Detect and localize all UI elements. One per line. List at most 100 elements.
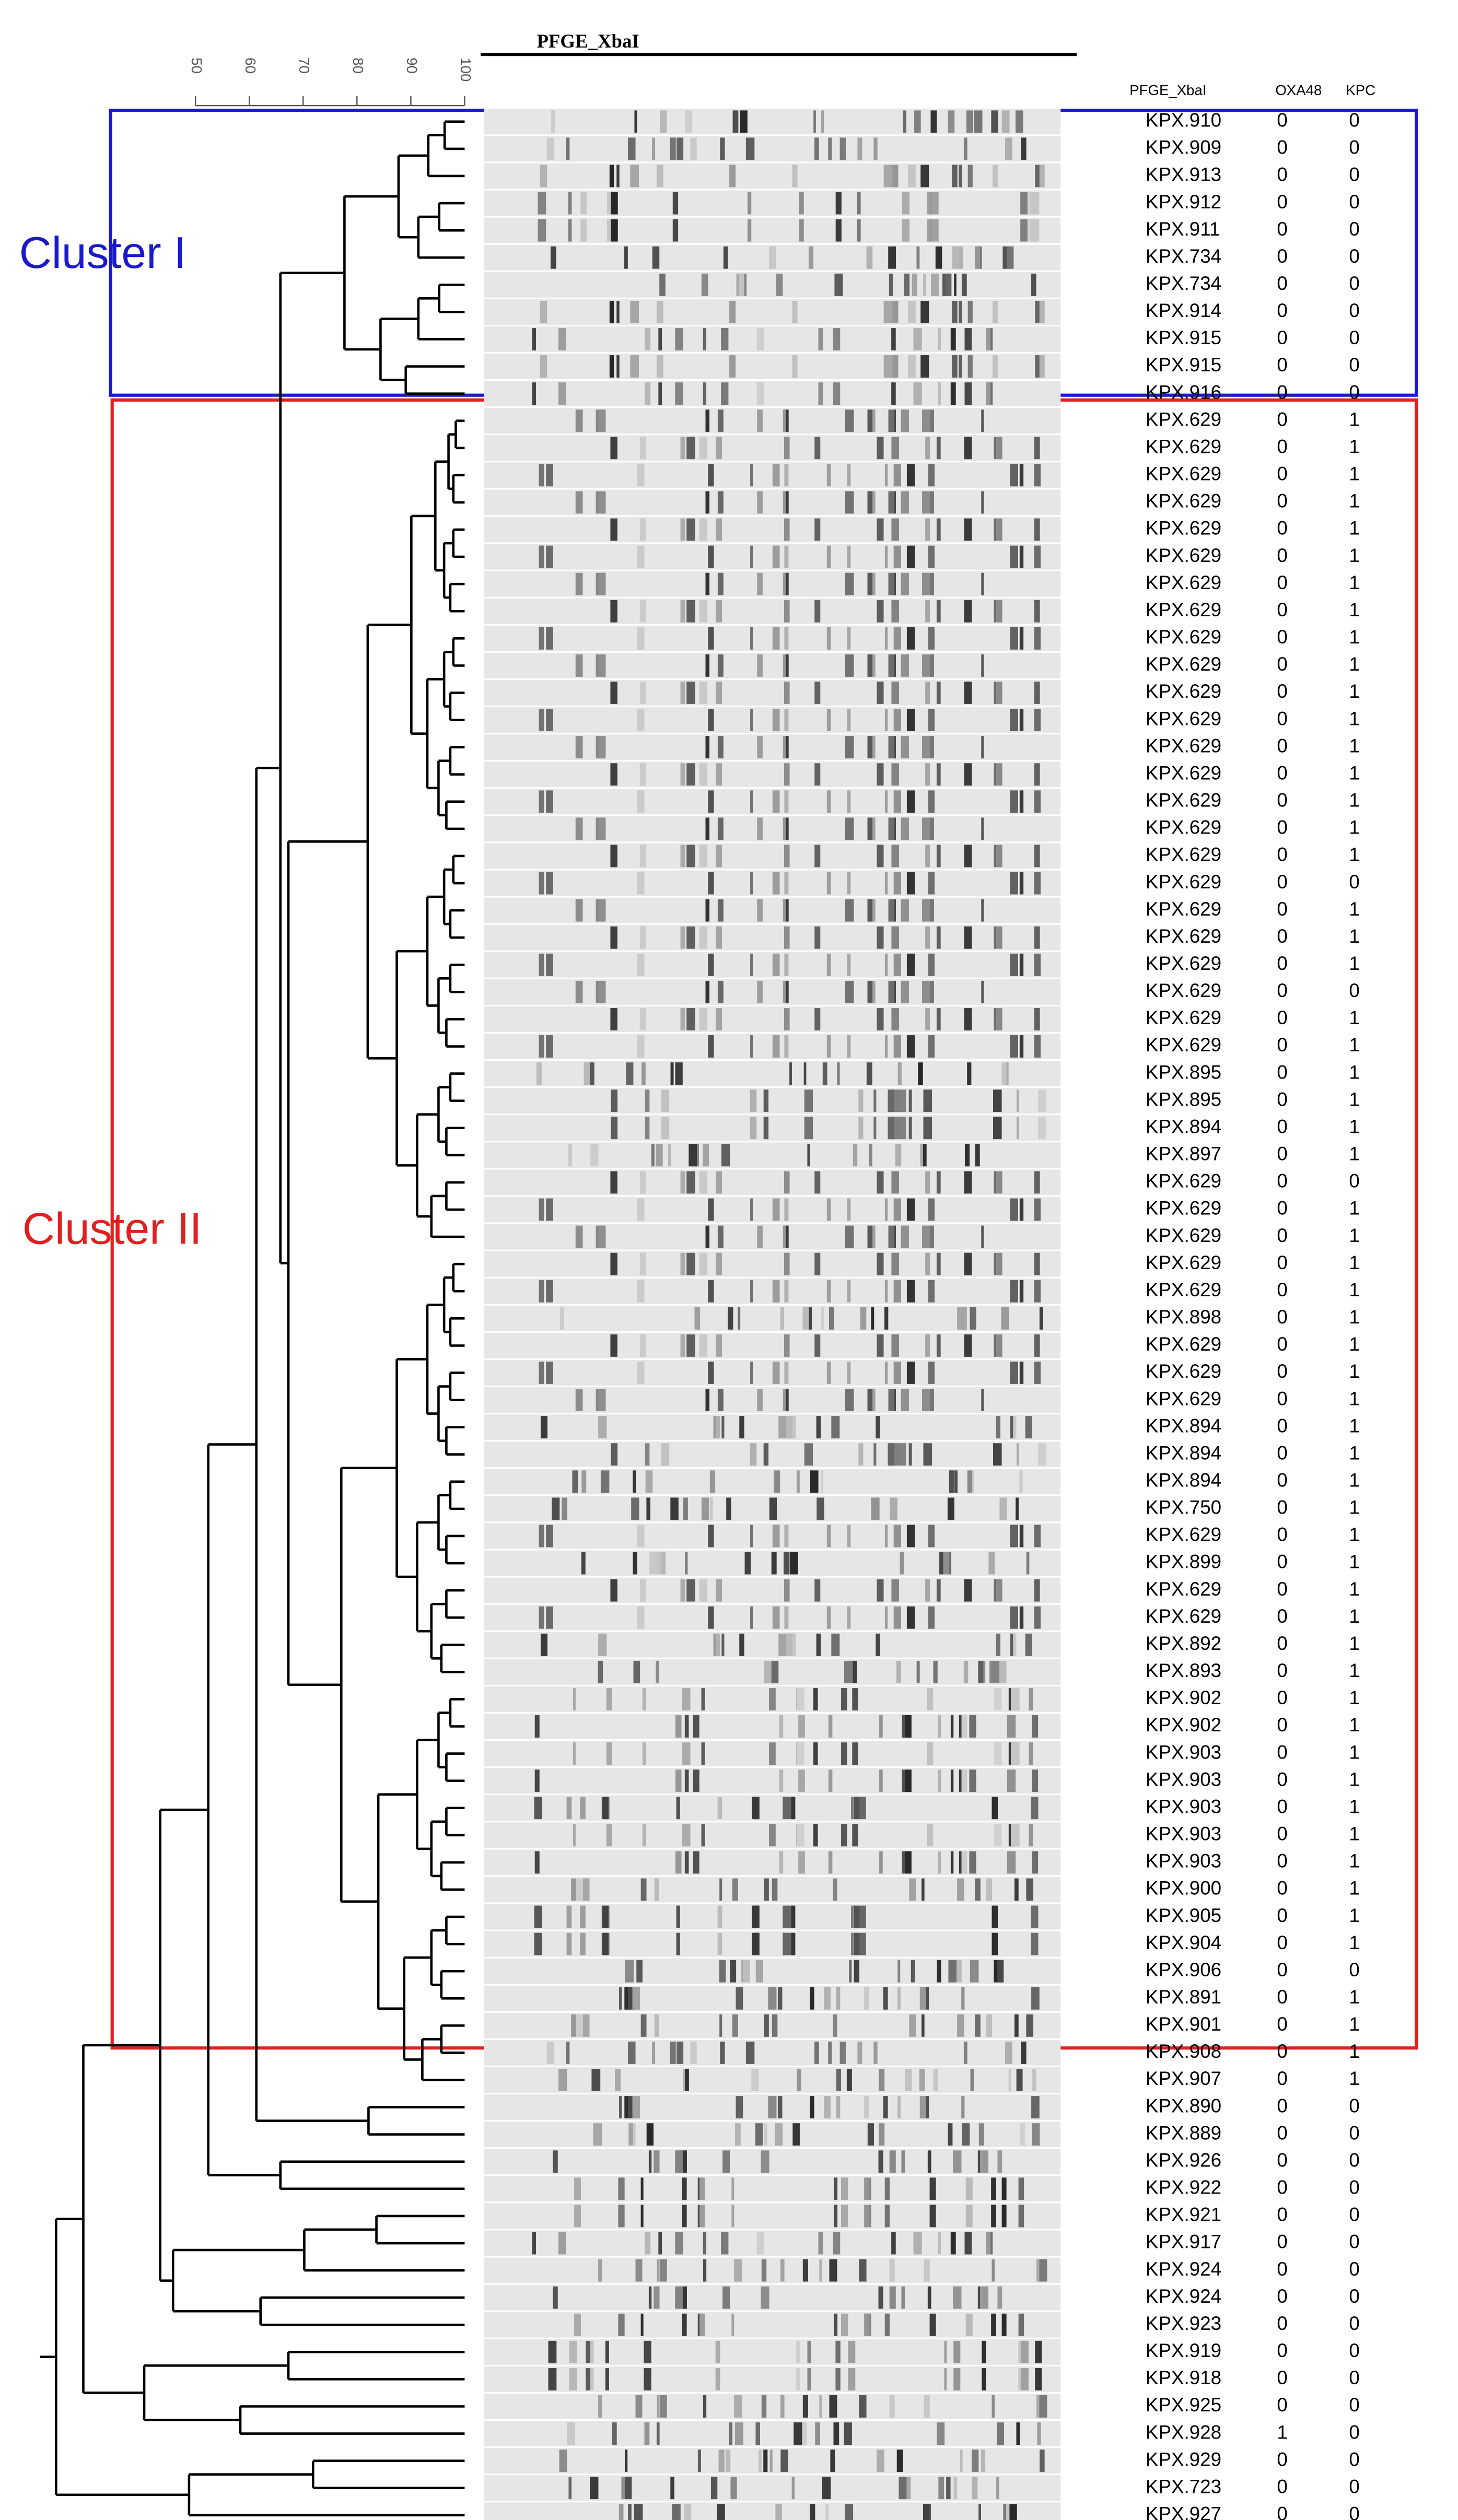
gel-band bbox=[708, 709, 714, 732]
gel-band bbox=[897, 1062, 902, 1085]
oxa48-value: 0 bbox=[1277, 1878, 1287, 1899]
gel-band bbox=[826, 953, 831, 976]
gel-band bbox=[725, 2449, 731, 2472]
gel-band bbox=[902, 192, 910, 215]
gel-band bbox=[772, 1198, 779, 1221]
gel-band bbox=[1040, 355, 1045, 378]
gel-band bbox=[828, 137, 832, 160]
oxa48-value: 0 bbox=[1277, 1796, 1287, 1817]
gel-band bbox=[566, 137, 570, 160]
strain-id: KPX.902 bbox=[1146, 1687, 1221, 1708]
gel-band bbox=[748, 192, 752, 215]
gel-band bbox=[783, 572, 789, 595]
gel-band bbox=[757, 491, 763, 514]
gel-band bbox=[994, 1824, 1002, 1847]
gel-band bbox=[699, 1171, 708, 1194]
gel-band bbox=[994, 1252, 997, 1275]
gel-band bbox=[784, 1362, 789, 1384]
gel-band bbox=[979, 2286, 983, 2309]
gel-band bbox=[977, 2150, 981, 2173]
oxa48-value: 0 bbox=[1277, 1279, 1287, 1300]
gel-band bbox=[888, 980, 895, 1003]
gel-band bbox=[944, 2340, 947, 2363]
gel-band bbox=[610, 1334, 617, 1357]
oxa48-value: 0 bbox=[1277, 1388, 1287, 1409]
gel-band bbox=[784, 1198, 789, 1221]
gel-band bbox=[540, 355, 547, 378]
gel-band bbox=[981, 899, 984, 922]
gel-band bbox=[824, 1987, 831, 2010]
gel-band bbox=[908, 1117, 912, 1140]
kpc-value: 1 bbox=[1349, 1768, 1359, 1790]
gel-band bbox=[835, 219, 842, 242]
gel-band bbox=[851, 1932, 854, 1955]
gel-band bbox=[1040, 2449, 1045, 2472]
gel-band bbox=[708, 1280, 714, 1303]
gel-band bbox=[783, 817, 786, 840]
strain-id: KPX.629 bbox=[1146, 1578, 1221, 1600]
gel-band bbox=[575, 654, 583, 677]
gel-band bbox=[1019, 709, 1024, 732]
oxa48-value: 0 bbox=[1277, 2340, 1287, 2361]
gel-band bbox=[908, 165, 916, 187]
kpc-value: 1 bbox=[1349, 408, 1359, 430]
gel-band bbox=[783, 1389, 786, 1411]
gel-band bbox=[922, 1225, 930, 1248]
gel-band bbox=[901, 817, 909, 840]
gel-band bbox=[919, 1987, 926, 2010]
gel-band bbox=[953, 2477, 958, 2500]
gel-band bbox=[925, 1579, 930, 1602]
gel-band bbox=[1034, 627, 1041, 650]
gel-band bbox=[993, 1443, 1002, 1466]
gel-band bbox=[994, 926, 997, 949]
gel-band bbox=[819, 2259, 822, 2282]
gel-band bbox=[883, 165, 893, 187]
gel-band bbox=[927, 1824, 934, 1847]
gel-band bbox=[893, 627, 902, 650]
gel-band bbox=[534, 1797, 542, 1820]
gel-band bbox=[967, 1062, 972, 1085]
scale-tick-label: 60 bbox=[242, 57, 259, 74]
gel-band bbox=[845, 817, 854, 840]
gel-band bbox=[1016, 1443, 1019, 1466]
gel-band bbox=[566, 2042, 570, 2064]
gel-band bbox=[1019, 1198, 1024, 1221]
gel-band bbox=[810, 1470, 819, 1493]
gel-band bbox=[919, 2096, 926, 2119]
gel-band bbox=[928, 790, 935, 813]
kpc-value: 1 bbox=[1349, 1878, 1359, 1899]
oxa48-value: 0 bbox=[1277, 1034, 1287, 1056]
gel-band bbox=[893, 790, 902, 813]
gel-band bbox=[1019, 627, 1024, 650]
gel-band bbox=[729, 2422, 733, 2445]
gel-band bbox=[938, 1715, 941, 1738]
gel-band bbox=[640, 2313, 644, 2336]
gel-band bbox=[964, 1252, 972, 1275]
kpc-value: 1 bbox=[1349, 1279, 1359, 1300]
kpc-value: 0 bbox=[1349, 2177, 1359, 2198]
gel-band bbox=[791, 1797, 796, 1820]
gel-band bbox=[640, 2205, 644, 2228]
strain-id: KPX.629 bbox=[1146, 681, 1221, 702]
gel-band bbox=[994, 437, 997, 460]
gel-band bbox=[905, 1769, 912, 1792]
oxa48-value: 0 bbox=[1277, 436, 1287, 458]
gel-band bbox=[996, 437, 1002, 460]
oxa48-value: 0 bbox=[1277, 980, 1287, 1001]
gel-band bbox=[847, 1198, 851, 1221]
gel-band bbox=[703, 1144, 709, 1167]
gel-band bbox=[582, 1878, 590, 1901]
gel-band bbox=[1021, 137, 1027, 160]
gel-band bbox=[798, 1769, 805, 1792]
gel-band bbox=[772, 2014, 778, 2037]
gel-band bbox=[929, 2205, 936, 2228]
gel-band bbox=[889, 2259, 895, 2282]
kpc-value: 1 bbox=[1349, 790, 1359, 811]
gel-band bbox=[970, 1960, 979, 1983]
gel-band bbox=[637, 1280, 645, 1303]
gel-band bbox=[889, 2395, 895, 2418]
gel-band bbox=[936, 437, 941, 460]
kpc-value: 1 bbox=[1349, 735, 1359, 756]
gel-band bbox=[964, 1008, 972, 1030]
gel-band bbox=[981, 2150, 989, 2173]
